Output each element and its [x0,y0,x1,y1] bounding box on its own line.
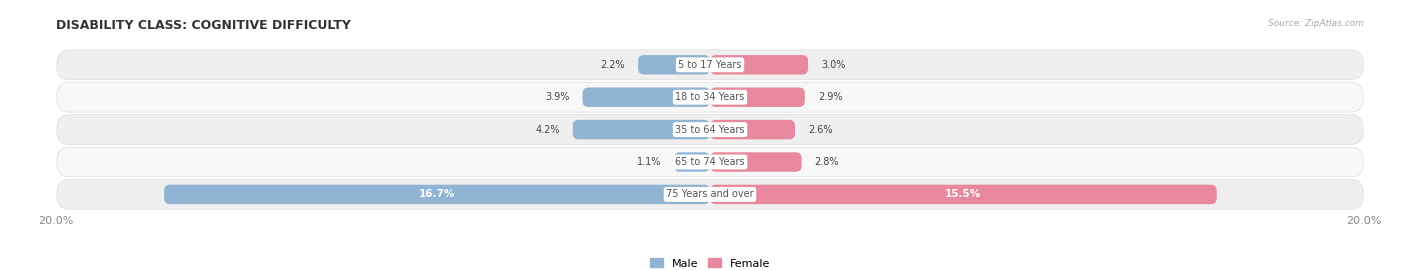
FancyBboxPatch shape [710,55,808,75]
FancyBboxPatch shape [56,147,1364,177]
Text: Source: ZipAtlas.com: Source: ZipAtlas.com [1268,19,1364,28]
FancyBboxPatch shape [710,120,794,139]
FancyBboxPatch shape [710,152,801,172]
FancyBboxPatch shape [56,180,1364,209]
Text: 65 to 74 Years: 65 to 74 Years [675,157,745,167]
Text: 2.6%: 2.6% [808,124,832,135]
Text: 3.0%: 3.0% [821,60,845,70]
FancyBboxPatch shape [56,115,1364,144]
FancyBboxPatch shape [56,82,1364,112]
Text: 5 to 17 Years: 5 to 17 Years [678,60,742,70]
Text: 18 to 34 Years: 18 to 34 Years [675,92,745,102]
FancyBboxPatch shape [165,185,710,204]
Text: 16.7%: 16.7% [419,189,456,200]
Text: DISABILITY CLASS: COGNITIVE DIFFICULTY: DISABILITY CLASS: COGNITIVE DIFFICULTY [56,19,352,32]
Text: 75 Years and over: 75 Years and over [666,189,754,200]
Text: 2.2%: 2.2% [600,60,626,70]
Text: 3.9%: 3.9% [546,92,569,102]
FancyBboxPatch shape [56,50,1364,80]
FancyBboxPatch shape [638,55,710,75]
Text: 35 to 64 Years: 35 to 64 Years [675,124,745,135]
FancyBboxPatch shape [673,152,710,172]
Text: 15.5%: 15.5% [945,189,981,200]
Text: 4.2%: 4.2% [536,124,560,135]
Text: 2.8%: 2.8% [814,157,839,167]
Legend: Male, Female: Male, Female [645,254,775,270]
FancyBboxPatch shape [710,87,804,107]
Text: 2.9%: 2.9% [818,92,842,102]
FancyBboxPatch shape [582,87,710,107]
FancyBboxPatch shape [710,185,1216,204]
FancyBboxPatch shape [572,120,710,139]
Text: 1.1%: 1.1% [637,157,661,167]
